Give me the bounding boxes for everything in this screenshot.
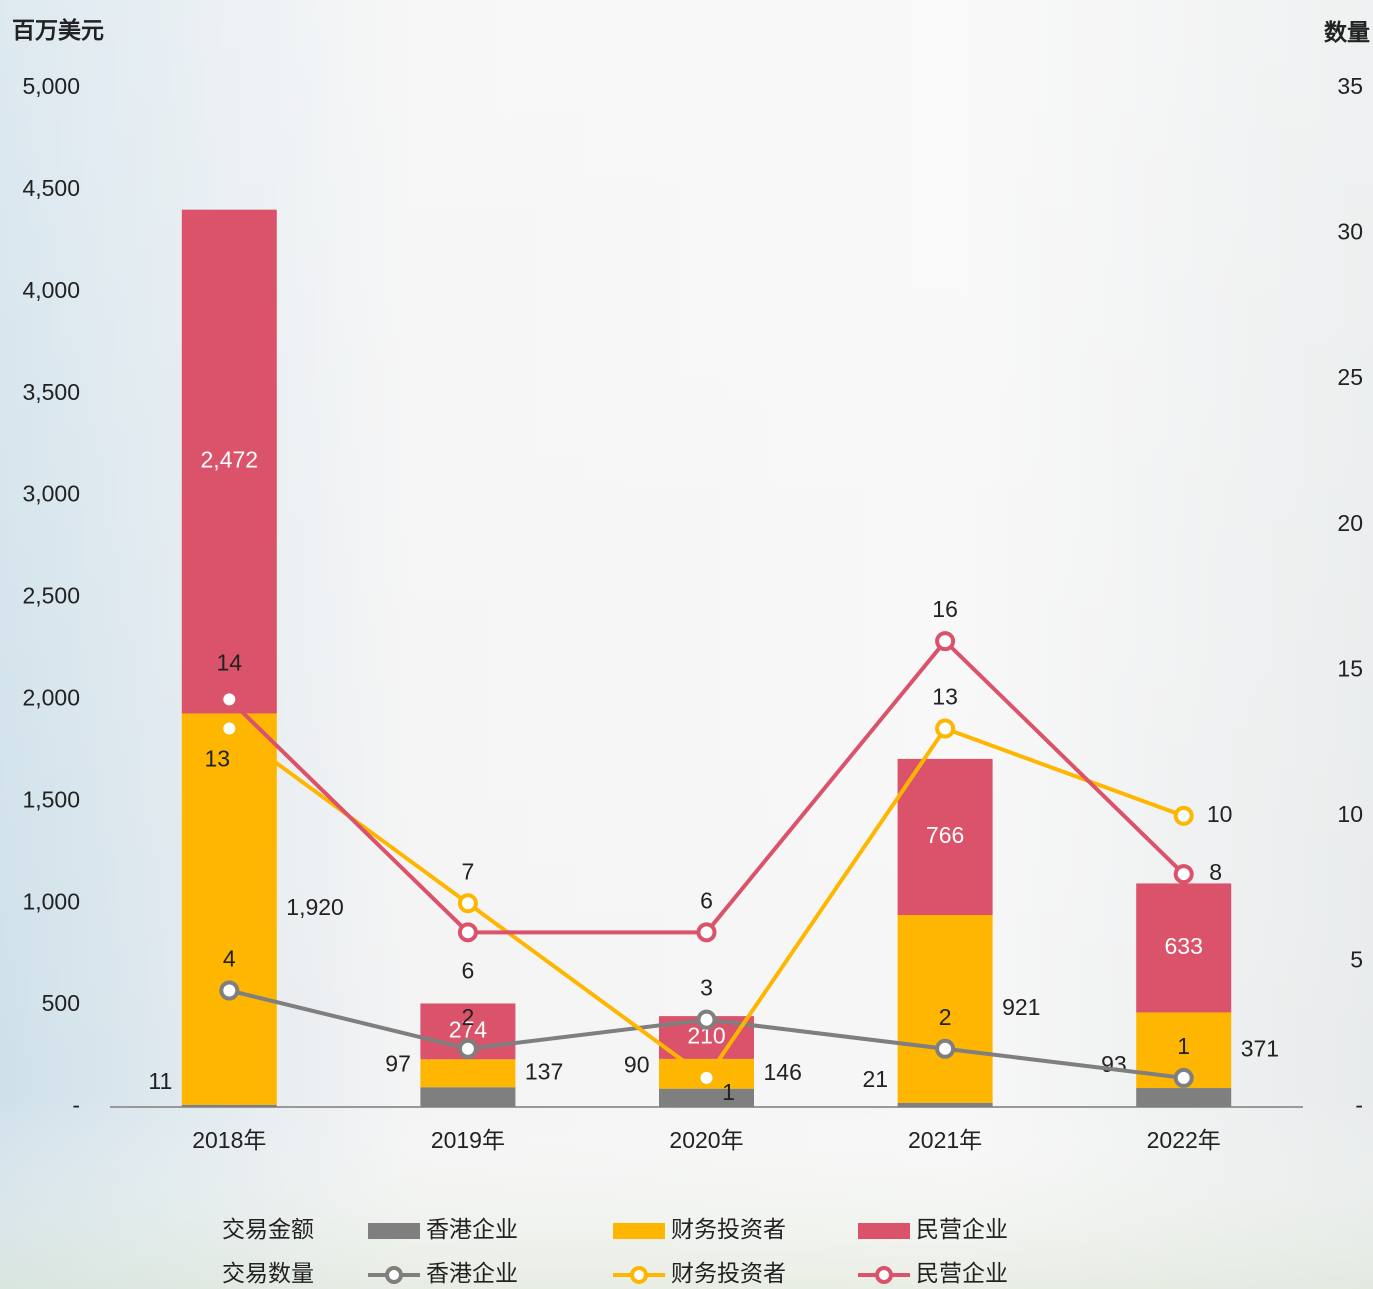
bar: [1136, 883, 1232, 1013]
bar-label: 21: [863, 1066, 889, 1092]
line-label: 10: [1207, 801, 1233, 827]
bar: [420, 1087, 516, 1107]
legend-label: 财务投资者: [671, 1216, 786, 1242]
line-label: 4: [223, 946, 236, 972]
tick-label: 500: [42, 990, 80, 1016]
tick-label: 35: [1337, 73, 1363, 99]
line-label: 3: [700, 975, 713, 1001]
legend-label: 财务投资者: [671, 1260, 786, 1286]
bar-label: 2,472: [201, 447, 259, 473]
tick-label: -: [72, 1092, 80, 1118]
bar-label: 137: [525, 1058, 563, 1084]
line-label: 6: [462, 957, 475, 983]
line-marker: [219, 689, 240, 710]
legend-label: 香港企业: [426, 1216, 518, 1242]
tick-label: 2,500: [22, 583, 80, 609]
bar-label: 274: [449, 1016, 488, 1042]
line-marker: [457, 1038, 478, 1059]
x-tick-label: 2019年: [431, 1127, 505, 1153]
bar: [420, 1059, 516, 1088]
bar-label: 146: [764, 1059, 802, 1085]
tick-label: 1,000: [22, 888, 80, 914]
line-label: 1: [722, 1079, 735, 1105]
bar-label: 766: [926, 822, 964, 848]
legend-title: 交易数量: [222, 1260, 314, 1286]
bar: [181, 209, 277, 714]
line-marker: [219, 718, 240, 739]
line-marker: [1173, 864, 1194, 885]
line-marker: [935, 718, 956, 739]
legend-swatch: [858, 1223, 910, 1239]
line-marker: [219, 980, 240, 1001]
tick-label: 2,000: [22, 684, 80, 710]
bar-label: 97: [385, 1050, 411, 1076]
bar: [1136, 1088, 1232, 1107]
bar-label: 93: [1101, 1051, 1127, 1077]
bar-label: 633: [1165, 933, 1203, 959]
bar-label: 90: [624, 1052, 650, 1078]
x-tick-label: 2021年: [908, 1127, 982, 1153]
legend-label: 民营企业: [916, 1260, 1008, 1286]
bar: [897, 1102, 993, 1107]
legend-marker: [875, 1266, 893, 1284]
line-label: 2: [462, 1004, 475, 1030]
x-tick-label: 2022年: [1147, 1127, 1221, 1153]
x-tick-label: 2020年: [669, 1127, 743, 1153]
tick-label: 4,500: [22, 175, 80, 201]
line-label: 8: [1209, 859, 1222, 885]
tick-label: 25: [1337, 364, 1363, 390]
bar-label: 11: [148, 1068, 172, 1094]
tick-label: 10: [1337, 801, 1363, 827]
line-label: 16: [932, 596, 958, 622]
x-tick-label: 2018年: [192, 1127, 266, 1153]
line-marker: [457, 922, 478, 943]
legend-marker: [385, 1266, 403, 1284]
line-marker: [696, 922, 717, 943]
y-axis-title: 百万美元: [12, 17, 104, 43]
bar-label: 371: [1241, 1035, 1279, 1061]
bar: [897, 915, 993, 1103]
line-label: 2: [939, 1004, 952, 1030]
line-label: 14: [217, 649, 243, 675]
legend-label: 民营企业: [916, 1216, 1008, 1242]
legend-title: 交易金额: [222, 1216, 314, 1242]
bar: [181, 713, 277, 1105]
tick-label: 30: [1337, 219, 1363, 245]
legend-swatch: [368, 1223, 420, 1239]
line-marker: [696, 1067, 717, 1088]
bar: [659, 1088, 754, 1107]
bar-label: 1,920: [286, 894, 344, 920]
line-marker: [935, 631, 956, 652]
legend-marker: [630, 1266, 648, 1284]
line-marker: [696, 1009, 717, 1030]
y2-axis-title: 数量: [1324, 19, 1370, 45]
line-label: 13: [205, 746, 231, 772]
line-marker: [935, 1038, 956, 1059]
line-label: 13: [932, 684, 958, 710]
line-marker: [457, 893, 478, 914]
tick-label: 4,000: [22, 277, 80, 303]
tick-label: 3,000: [22, 481, 80, 507]
legend-swatch: [613, 1223, 665, 1239]
line-label: 1: [1177, 1033, 1190, 1059]
tick-label: 15: [1337, 655, 1363, 681]
bar-label: 921: [1002, 994, 1040, 1020]
bar: [181, 1104, 277, 1107]
tick-label: 5,000: [22, 73, 80, 99]
bar: [897, 758, 993, 916]
tick-label: 20: [1337, 510, 1363, 536]
line-label: 6: [700, 887, 713, 913]
line-marker: [1173, 805, 1194, 826]
line-label: 7: [462, 858, 475, 884]
tick-label: 5: [1350, 947, 1363, 973]
line-marker: [1173, 1067, 1194, 1088]
tick-label: 3,500: [22, 379, 80, 405]
tick-label: 1,500: [22, 786, 80, 812]
legend-label: 香港企业: [426, 1260, 518, 1286]
tick-label: -: [1355, 1092, 1363, 1118]
